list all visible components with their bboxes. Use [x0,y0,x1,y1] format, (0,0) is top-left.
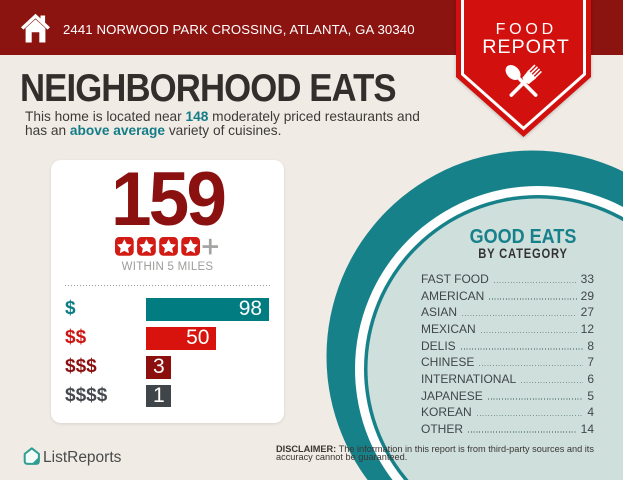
svg-text:REPORT: REPORT [482,36,569,58]
svg-text:FOOD: FOOD [496,21,557,38]
